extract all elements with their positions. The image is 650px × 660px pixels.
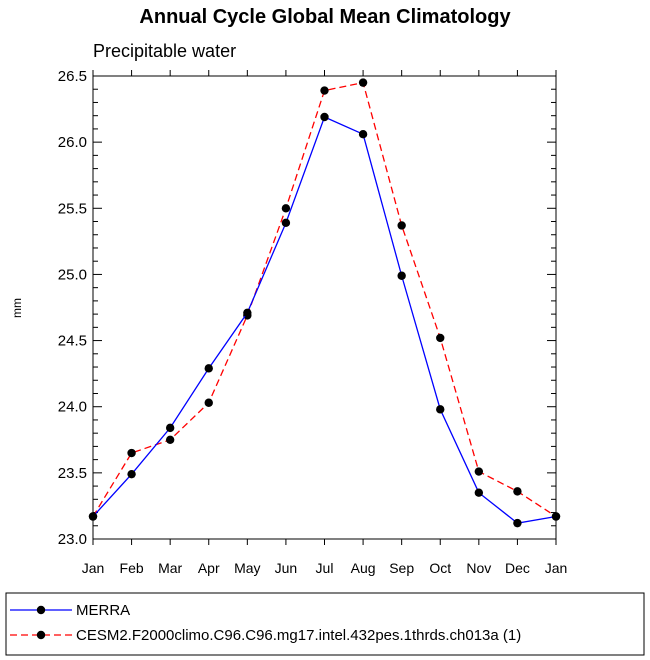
legend-label-0: MERRA xyxy=(76,602,130,619)
series-0-point xyxy=(165,423,175,433)
x-tick-label: Jul xyxy=(316,560,334,576)
series-0-point xyxy=(127,469,136,479)
series-0-point xyxy=(397,271,406,280)
x-tick-label: Oct xyxy=(429,560,451,576)
y-tick-label: 25.5 xyxy=(58,200,87,217)
y-tick-label: 24.0 xyxy=(58,399,87,416)
y-tick-label: 26.5 xyxy=(58,68,87,85)
series-layer xyxy=(88,78,561,528)
y-tick-label: 25.0 xyxy=(58,266,87,283)
x-tick-label: Apr xyxy=(198,560,220,576)
series-1-point xyxy=(204,398,213,407)
plot-frame xyxy=(92,75,557,540)
series-1-point xyxy=(358,78,368,87)
x-tick-label: Mar xyxy=(158,560,182,576)
x-tick-label: Aug xyxy=(351,560,376,576)
chart-title: Annual Cycle Global Mean Climatology xyxy=(139,6,511,28)
series-0-point xyxy=(204,364,213,373)
x-tick-label: Jan xyxy=(545,560,568,576)
series-1-point xyxy=(397,221,406,230)
y-axis-label: mm xyxy=(10,298,24,318)
series-0-point xyxy=(513,518,522,528)
series-1-point xyxy=(165,435,175,444)
x-tick-label: Jun xyxy=(275,560,298,576)
series-0-point xyxy=(358,130,368,139)
legend: MERRA CESM2.F2000climo.C96.C96.mg17.intel… xyxy=(5,592,645,656)
series-0-point xyxy=(243,308,252,317)
x-tick-label: May xyxy=(234,560,260,576)
x-tick-label: Nov xyxy=(466,560,491,576)
y-tick-label: 23.5 xyxy=(58,465,87,482)
x-tick-label: Feb xyxy=(120,560,144,576)
axis-ticks: 23.0 23.5 24.0 24.5 25.0 25.5 26.0 26.5 Jan Feb Ma… xyxy=(58,68,567,576)
series-0-point xyxy=(474,488,484,497)
x-tick-label: Sep xyxy=(389,560,414,576)
legend-marker-1 xyxy=(36,630,46,640)
y-tick-label: 26.0 xyxy=(58,134,87,151)
series-0-point xyxy=(320,112,329,122)
legend-label-1: CESM2.F2000climo.C96.C96.mg17.intel.432p… xyxy=(76,627,521,644)
series-1-point xyxy=(513,487,522,496)
series-1-point xyxy=(281,204,291,213)
series-0-point xyxy=(436,405,445,414)
series-1-point xyxy=(127,448,136,458)
series-1-point xyxy=(436,333,445,343)
y-tick-label: 24.5 xyxy=(58,333,87,350)
series-1-point xyxy=(320,86,329,95)
legend-marker-0 xyxy=(36,605,46,615)
series-1-point xyxy=(474,467,484,476)
series-line-0 xyxy=(92,116,557,524)
series-0-point xyxy=(281,218,291,228)
x-tick-label: Dec xyxy=(505,560,530,576)
series-line-1 xyxy=(92,81,557,518)
chart-subtitle: Precipitable water xyxy=(93,41,236,61)
x-tick-label: Jan xyxy=(82,560,105,576)
legend-box xyxy=(5,592,645,656)
y-tick-label: 23.0 xyxy=(58,531,87,548)
